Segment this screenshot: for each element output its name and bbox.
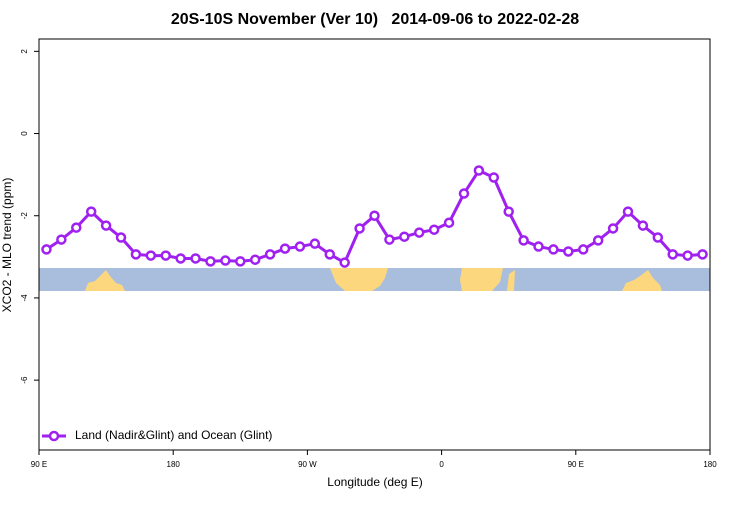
y-tick-label: -4 <box>20 294 29 302</box>
data-point <box>637 220 649 231</box>
data-point <box>56 234 67 245</box>
data-point <box>548 244 559 255</box>
data-point <box>235 256 246 267</box>
land <box>330 268 388 291</box>
data-point <box>592 235 604 246</box>
plot-frame <box>38 38 711 451</box>
data-point <box>622 206 634 217</box>
x-tick-label: 180 <box>167 460 181 469</box>
x-tick-label: 180 <box>703 460 717 469</box>
data-point <box>369 210 380 221</box>
data-point <box>190 253 201 264</box>
x-tick-label: 0 <box>439 460 444 469</box>
data-point <box>682 250 693 261</box>
data-point <box>533 241 544 252</box>
data-point <box>354 223 365 234</box>
data-point <box>160 250 171 261</box>
data-point <box>130 249 142 260</box>
data-point <box>264 249 276 260</box>
data-point <box>205 256 216 267</box>
data-point <box>145 250 157 261</box>
data-point <box>413 227 425 238</box>
data-point <box>667 249 678 260</box>
data-point <box>578 244 589 255</box>
data-point <box>488 172 500 183</box>
y-tick-label: 0 <box>20 131 29 136</box>
data-point <box>339 257 350 268</box>
data-point <box>85 206 97 217</box>
y-axis-label: XCO2 - MLO trend (ppm) <box>0 178 14 313</box>
land <box>622 270 662 291</box>
data-point <box>399 231 410 242</box>
legend-label: Land (Nadir&Glint) and Ocean (Glint) <box>75 428 272 442</box>
x-tick-label: 90 E <box>568 460 584 469</box>
data-point <box>294 241 306 252</box>
land <box>85 270 125 291</box>
chart-title: 20S-10S November (Ver 10) 2014-09-06 to … <box>171 11 579 28</box>
data-point <box>115 232 127 243</box>
land <box>460 268 503 291</box>
map-band <box>39 268 710 291</box>
data-point <box>652 232 664 243</box>
data-point <box>309 238 321 249</box>
data-point <box>220 255 231 266</box>
y-tick-label: -2 <box>20 212 29 220</box>
data-point <box>443 217 455 228</box>
x-axis-label: Longitude (deg E) <box>327 475 422 489</box>
data-point <box>100 220 112 231</box>
x-tick-label: 90 E <box>31 460 47 469</box>
x-tick-label: 90 W <box>298 460 317 469</box>
data-point <box>697 249 708 260</box>
y-tick-label: -6 <box>20 376 29 384</box>
data-point <box>324 249 336 260</box>
data-point <box>175 253 186 264</box>
data-point <box>279 243 291 254</box>
data-point <box>607 223 619 234</box>
y-tick-label: 2 <box>20 49 29 54</box>
data-point <box>503 206 514 217</box>
data-point <box>458 188 470 199</box>
data-point <box>473 165 485 176</box>
data-point <box>563 246 574 257</box>
data-point <box>41 244 52 255</box>
data-point <box>428 224 440 235</box>
data-point <box>71 222 82 233</box>
land <box>507 270 515 291</box>
legend-marker <box>48 430 60 442</box>
data-point <box>249 254 261 265</box>
data-point <box>518 235 529 246</box>
data-point <box>384 234 395 245</box>
